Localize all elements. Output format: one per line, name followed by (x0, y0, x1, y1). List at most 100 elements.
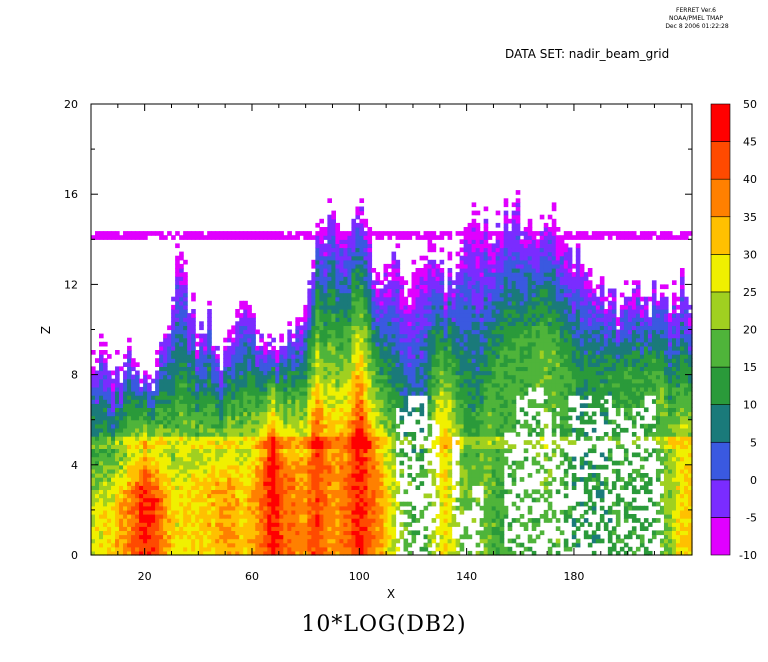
heatmap-cell (391, 382, 397, 388)
heatmap-cell (347, 296, 353, 302)
heatmap-cell (247, 345, 252, 351)
heatmap-cell (179, 456, 184, 462)
heatmap-cell (103, 407, 108, 413)
heatmap-cell (251, 329, 256, 335)
heatmap-cell (127, 538, 132, 544)
heatmap-cell (243, 325, 248, 331)
heatmap-cell (231, 546, 236, 552)
heatmap-cell (127, 493, 132, 499)
heatmap-cell (135, 432, 140, 437)
heatmap-cell (155, 440, 160, 445)
heatmap-cell (159, 436, 164, 441)
heatmap-cell (259, 370, 264, 376)
heatmap-cell (191, 550, 196, 556)
heatmap-cell (367, 427, 373, 433)
heatmap-cell (191, 350, 196, 355)
heatmap-cell (267, 464, 272, 470)
heatmap-cell (383, 292, 389, 298)
heatmap-cell (271, 546, 276, 552)
heatmap-cell (275, 395, 280, 400)
heatmap-cell (363, 473, 369, 478)
heatmap-cell (363, 292, 369, 298)
heatmap-cell (343, 341, 349, 347)
heatmap-cell (215, 403, 220, 408)
heatmap-cell (259, 362, 264, 367)
heatmap-cell (271, 382, 276, 388)
heatmap-cell (399, 329, 405, 335)
heatmap-cell (331, 550, 337, 556)
heatmap-cell (267, 505, 272, 511)
heatmap-cell (311, 526, 316, 531)
heatmap-cell (171, 350, 176, 355)
heatmap-cell (303, 452, 308, 458)
heatmap-cell (247, 317, 252, 322)
heatmap-cell (383, 313, 389, 318)
heatmap-cell (339, 550, 345, 556)
heatmap-cell (331, 452, 337, 458)
heatmap-cell (367, 407, 373, 413)
heatmap-cell (211, 473, 216, 478)
heatmap-cell (135, 419, 140, 425)
heatmap-cell (367, 337, 373, 343)
heatmap-cell (263, 452, 268, 458)
heatmap-cell (359, 370, 365, 376)
heatmap-cell (235, 313, 240, 318)
heatmap-cell (359, 366, 365, 372)
heatmap-cell (407, 440, 413, 445)
heatmap-cell (339, 378, 345, 384)
heatmap-cell (315, 489, 320, 495)
heatmap-cell (319, 272, 324, 277)
heatmap-cell (235, 345, 240, 351)
heatmap-cell (267, 489, 272, 495)
heatmap-cell (299, 374, 304, 380)
heatmap-cell (99, 407, 104, 413)
heatmap-cell (211, 546, 216, 552)
heatmap-cell (403, 350, 409, 355)
heatmap-cell (139, 427, 144, 433)
heatmap-cell (187, 407, 192, 413)
heatmap-cell (267, 481, 272, 486)
heatmap-cell (251, 432, 256, 437)
heatmap-cell (95, 493, 100, 499)
heatmap-cell (323, 468, 328, 474)
heatmap-cell (123, 374, 128, 380)
heatmap-cell (347, 534, 353, 540)
heatmap-cell (315, 493, 320, 499)
heatmap-cell (271, 362, 276, 367)
heatmap-cell (315, 407, 320, 413)
heatmap-cell (415, 366, 421, 372)
heatmap-cell (363, 280, 369, 285)
heatmap-cell (347, 481, 353, 486)
heatmap-cell (247, 473, 252, 478)
heatmap-cell (147, 423, 152, 429)
heatmap-cell (407, 481, 413, 486)
heatmap-cell (167, 378, 172, 384)
heatmap-cell (415, 341, 421, 347)
heatmap-cell (283, 448, 288, 454)
heatmap-cell (127, 231, 132, 236)
heatmap-cell (371, 460, 377, 466)
heatmap-cell (311, 350, 316, 355)
heatmap-cell (159, 415, 164, 421)
heatmap-cell (315, 395, 320, 400)
heatmap-cell (339, 288, 345, 294)
heatmap-cell (319, 505, 324, 511)
heatmap-cell (379, 485, 385, 490)
heatmap-cell (191, 427, 196, 433)
heatmap-cell (163, 448, 168, 454)
heatmap-cell (235, 542, 240, 548)
heatmap-cell (223, 518, 228, 523)
heatmap-cell (383, 345, 389, 351)
heatmap-cell (387, 407, 393, 413)
heatmap-cell (291, 514, 296, 519)
heatmap-cell (283, 550, 288, 556)
heatmap-cell (263, 358, 268, 363)
heatmap-cell (147, 468, 152, 474)
heatmap-cell (335, 514, 341, 519)
heatmap-cell (207, 509, 212, 515)
heatmap-cell (379, 468, 385, 474)
heatmap-cell (215, 493, 220, 499)
heatmap-cell (263, 514, 268, 519)
heatmap-cell (323, 321, 328, 326)
heatmap-cell (355, 440, 361, 445)
